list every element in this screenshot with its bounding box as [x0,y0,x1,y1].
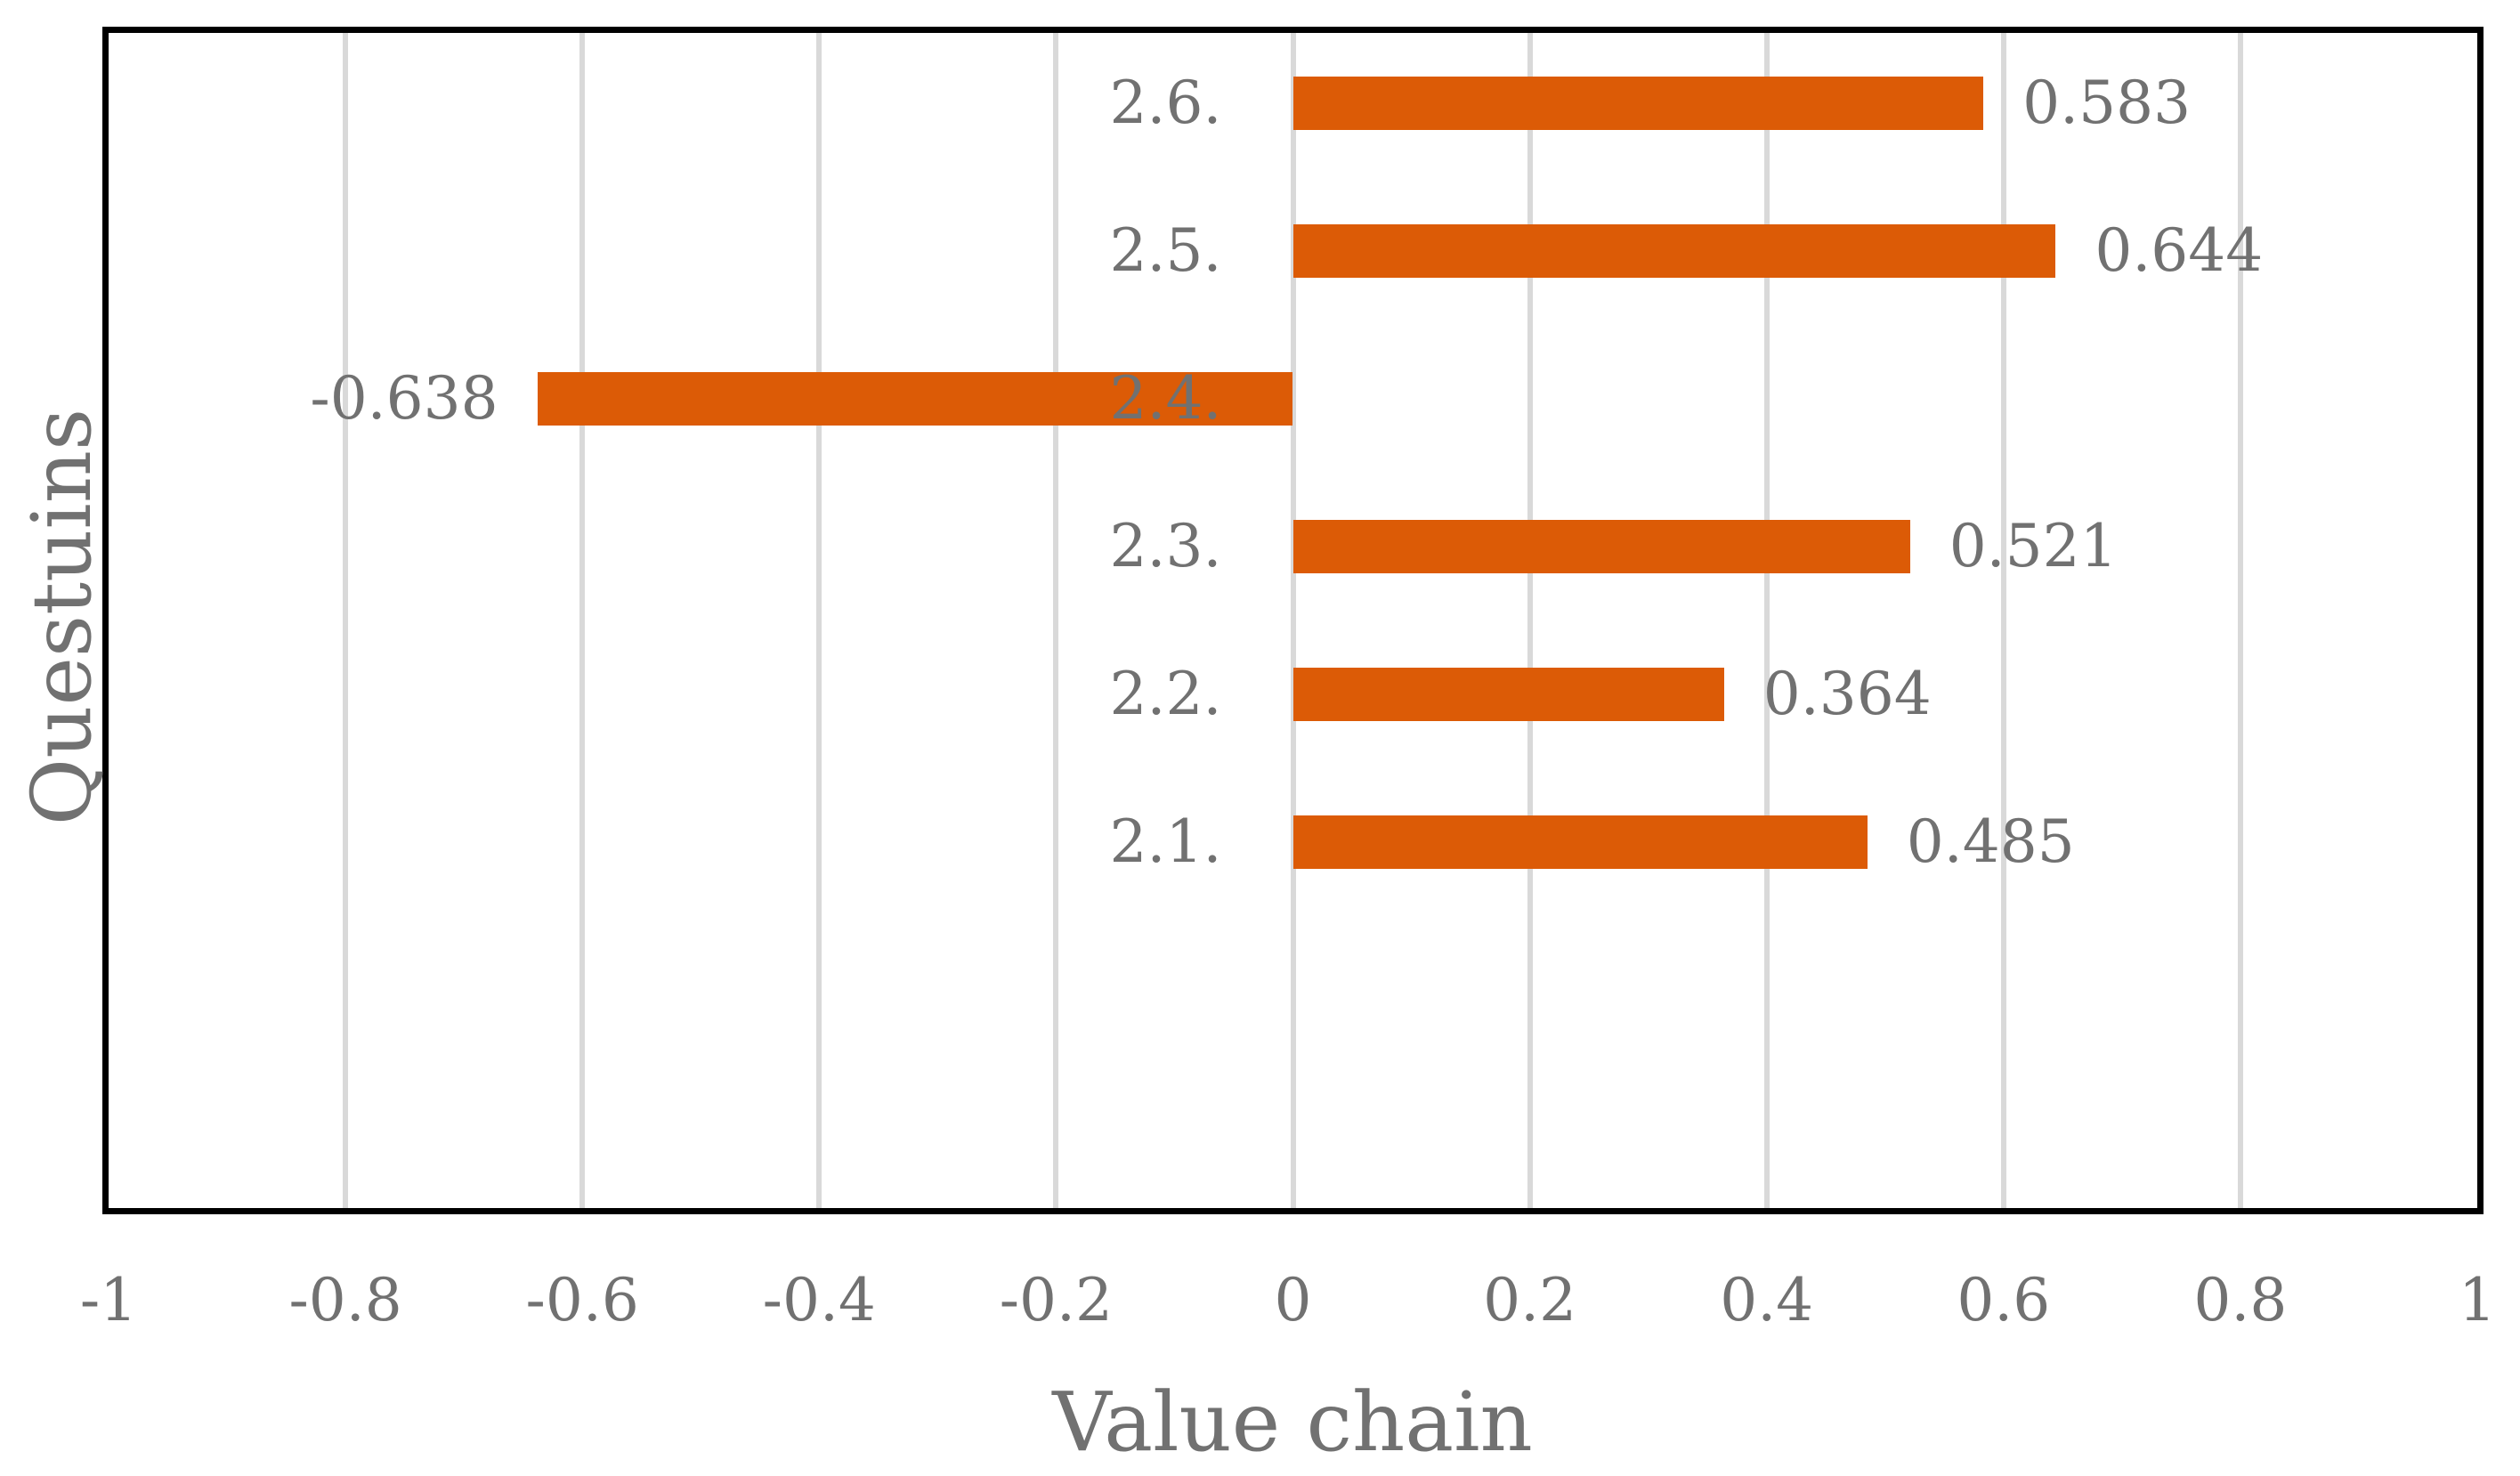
y-axis-title: Questuins [14,408,109,826]
bar-2-4 [537,372,1293,426]
value-label: 0.485 [1906,807,2075,876]
gridline [816,33,822,1208]
value-label: 0.521 [1949,512,2118,580]
bar-2-1 [1292,815,1868,869]
x-tick-label: 0.6 [1957,1266,2051,1334]
gridline [2000,33,2006,1208]
x-tick-label: 1 [2459,1266,2496,1334]
x-tick-label: 0.2 [1483,1266,1577,1334]
gridline [343,33,349,1208]
x-tick-label: -1 [79,1266,138,1334]
x-tick-label: 0.8 [2193,1266,2288,1334]
plot-area [102,27,2484,1214]
category-label: 2.3. [1109,512,1222,580]
value-label: -0.638 [310,364,498,433]
value-label: 0.644 [2095,216,2264,285]
x-tick-label: -0.2 [999,1266,1114,1334]
bar-2-3 [1292,520,1910,573]
bar-2-2 [1292,668,1724,721]
gridline [1527,33,1533,1208]
x-axis-title: Value chain [1052,1375,1533,1470]
bar-2-6 [1292,77,1984,130]
x-tick-label: 0 [1274,1266,1312,1334]
category-label: 2.5. [1109,216,1222,285]
value-label: 0.583 [2022,69,2192,137]
gridline [579,33,586,1208]
x-tick-label: -0.6 [525,1266,639,1334]
x-tick-label: -0.8 [288,1266,402,1334]
gridline [1763,33,1770,1208]
category-label: 2.2. [1109,660,1222,728]
category-label: 2.1. [1109,807,1222,876]
gridline [2237,33,2243,1208]
bar-2-5 [1292,224,2056,278]
x-tick-label: -0.4 [762,1266,876,1334]
x-tick-label: 0.4 [1720,1266,1814,1334]
category-label: 2.6. [1109,69,1222,137]
category-label: 2.4. [1109,364,1222,433]
gridline [1053,33,1059,1208]
gridline [1290,33,1296,1208]
value-label: 0.364 [1762,660,1932,728]
